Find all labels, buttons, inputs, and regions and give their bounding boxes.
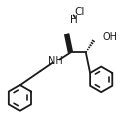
Text: Cl: Cl: [74, 7, 85, 17]
Text: H: H: [70, 15, 78, 25]
Text: NH: NH: [48, 56, 62, 66]
Polygon shape: [64, 33, 70, 52]
Text: OH: OH: [102, 32, 117, 42]
